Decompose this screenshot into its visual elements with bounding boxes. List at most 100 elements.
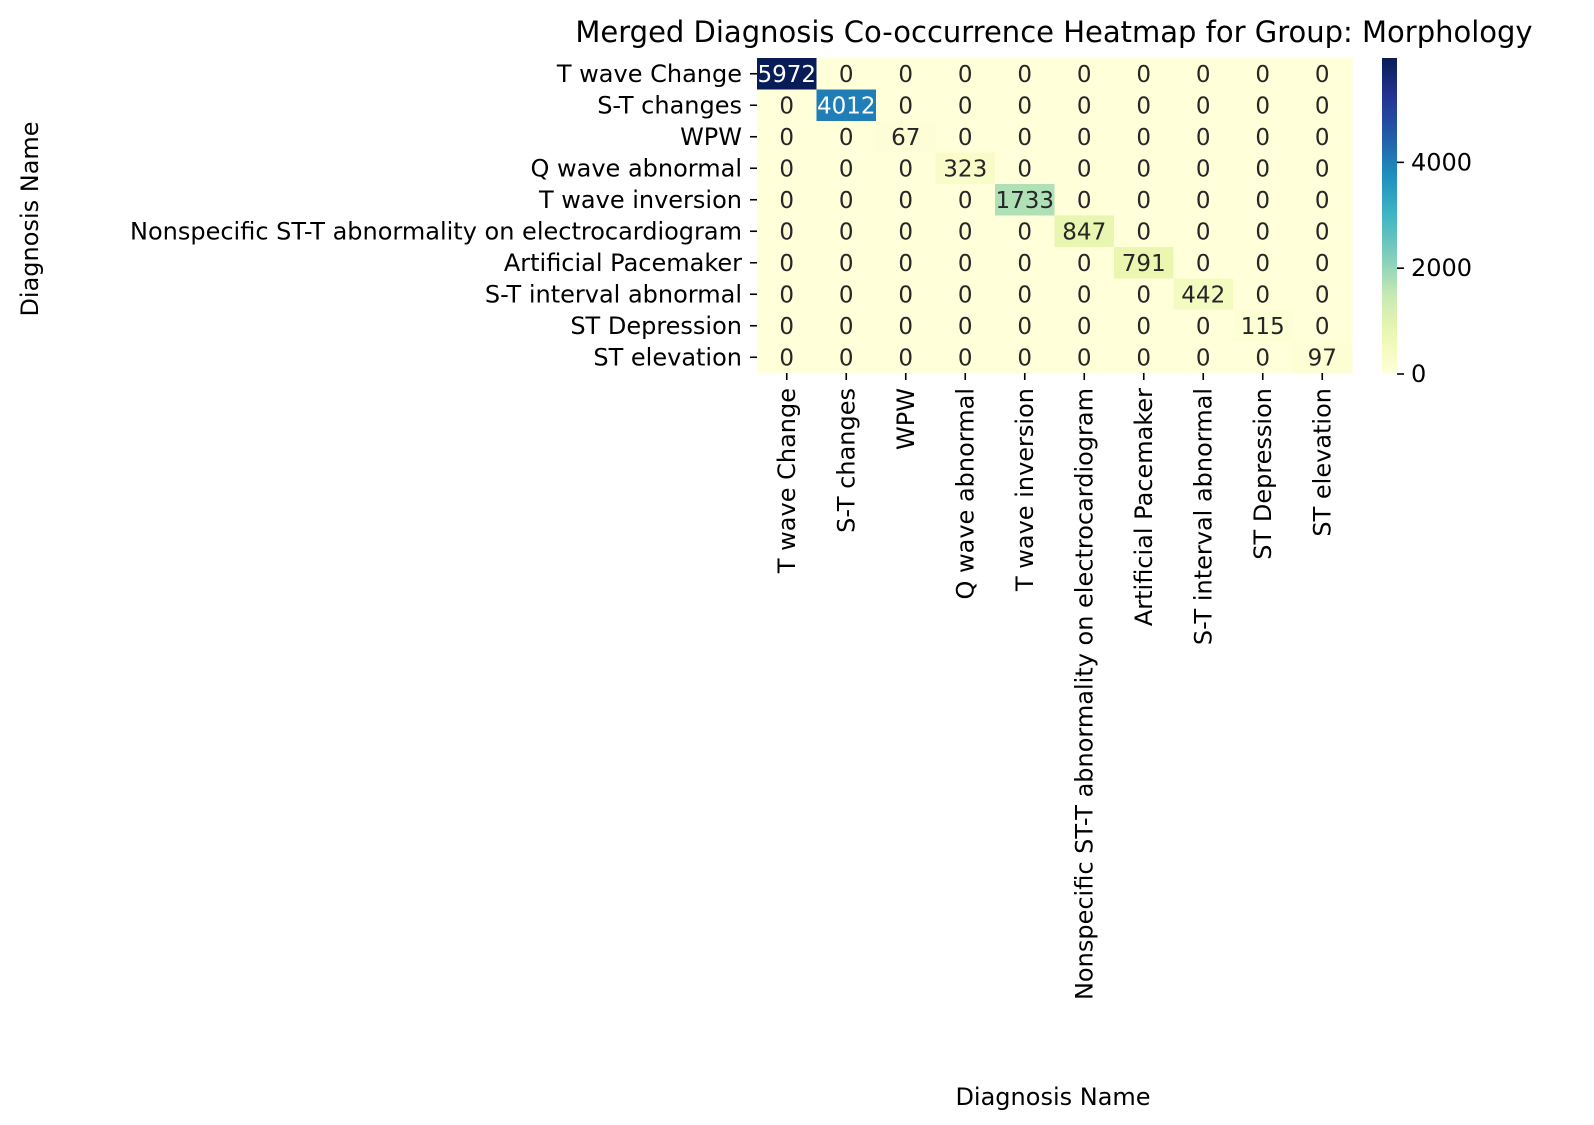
heatmap-cell: [1114, 152, 1175, 185]
heatmap-cell: [816, 278, 877, 311]
cell-value-label: 0: [839, 125, 854, 151]
heatmap-cell: [1292, 58, 1353, 91]
cell-value-label: 67: [891, 125, 920, 151]
cell-value-label: 0: [1255, 219, 1270, 245]
heatmap-cell: [995, 310, 1056, 343]
y-tick-label: Nonspecific ST-T abnormality on electroc…: [130, 217, 742, 245]
cell-value-label: 0: [1017, 345, 1032, 371]
heatmap-cell: [1292, 341, 1353, 374]
cell-value-label: 0: [1017, 125, 1032, 151]
x-tick-label: ST Depression: [1249, 388, 1277, 560]
y-tick-label: Q wave abnormal: [531, 154, 743, 182]
heatmap-cell: [1173, 121, 1234, 154]
cell-value-label: 97: [1308, 345, 1337, 371]
heatmap-cell: [995, 215, 1056, 248]
heatmap-cell: [1114, 215, 1175, 248]
heatmap-cell: [1292, 152, 1353, 185]
heatmap-cell: [1233, 341, 1294, 374]
heatmap-cell: [1292, 121, 1353, 154]
heatmap-cell: [816, 341, 877, 374]
cell-value-label: 0: [1255, 188, 1270, 214]
heatmap-cell: [1173, 247, 1234, 280]
cell-value-label: 0: [779, 345, 794, 371]
cell-value-label: 0: [839, 219, 854, 245]
heatmap-cell: [1292, 247, 1353, 280]
heatmap-cell: [935, 89, 996, 122]
heatmap-cell: [935, 58, 996, 91]
x-tick-label: S-T changes: [832, 388, 860, 533]
heatmap-cell: [935, 184, 996, 217]
cell-value-label: 0: [1196, 188, 1211, 214]
x-tick-label: Artificial Pacemaker: [1130, 388, 1158, 626]
cell-value-label: 0: [1255, 125, 1270, 151]
heatmap-cell: [1114, 121, 1175, 154]
cell-value-label: 0: [1077, 156, 1092, 182]
y-tick-label: ST Depression: [570, 312, 742, 340]
cell-value-label: 0: [1077, 251, 1092, 277]
heatmap-cell: [1292, 215, 1353, 248]
heatmap-cell: [1054, 58, 1115, 91]
heatmap-cell: [995, 152, 1056, 185]
x-tick-label: Q wave abnormal: [951, 388, 979, 600]
cell-value-label: 0: [839, 156, 854, 182]
cell-value-label: 0: [1077, 93, 1092, 119]
heatmap-cell: [1054, 215, 1115, 248]
heatmap-cell: [995, 278, 1056, 311]
heatmap-cell: [1114, 89, 1175, 122]
colorbar-tick-label: 4000: [1411, 148, 1472, 176]
cell-value-label: 0: [958, 251, 973, 277]
heatmap-cell: [816, 152, 877, 185]
heatmap-cell: [757, 58, 818, 91]
heatmap-cell: [816, 215, 877, 248]
cell-value-label: 4012: [817, 93, 876, 119]
cell-value-label: 0: [1077, 282, 1092, 308]
x-tick-label: T wave Change: [773, 388, 801, 574]
cell-value-label: 0: [958, 345, 973, 371]
heatmap-cell: [816, 121, 877, 154]
heatmap-cell: [1114, 247, 1175, 280]
cell-value-label: 0: [1255, 156, 1270, 182]
heatmap-cell: [995, 341, 1056, 374]
cell-value-label: 0: [1196, 219, 1211, 245]
cell-value-label: 0: [1077, 314, 1092, 340]
cell-value-label: 0: [1017, 156, 1032, 182]
heatmap-cell: [816, 89, 877, 122]
cell-value-label: 0: [1136, 314, 1151, 340]
x-tick-label: Nonspecific ST-T abnormality on electroc…: [1070, 388, 1098, 1000]
cell-value-label: 0: [898, 219, 913, 245]
heatmap-cell: [1054, 247, 1115, 280]
heatmap-cell: [1054, 152, 1115, 185]
cell-value-label: 0: [1315, 314, 1330, 340]
cell-value-label: 0: [1017, 314, 1032, 340]
heatmap-cell: [876, 121, 937, 154]
cell-value-label: 0: [1315, 93, 1330, 119]
heatmap-cell: [1054, 89, 1115, 122]
heatmap-cell: [935, 215, 996, 248]
cell-value-label: 0: [1196, 156, 1211, 182]
heatmap-cell: [757, 152, 818, 185]
cell-value-label: 0: [839, 188, 854, 214]
y-tick-label: T wave Change: [556, 60, 742, 88]
y-tick-label: S-T interval abnormal: [485, 280, 742, 308]
heatmap-cell: [995, 121, 1056, 154]
heatmap-cell: [1173, 341, 1234, 374]
cell-value-label: 0: [1196, 314, 1211, 340]
cell-value-label: 791: [1122, 251, 1166, 277]
heatmap-cell: [1292, 184, 1353, 217]
cell-value-label: 0: [1077, 62, 1092, 88]
heatmap-cell: [1054, 184, 1115, 217]
heatmap-cell: [876, 278, 937, 311]
heatmap-cell: [1292, 310, 1353, 343]
heatmap-cell: [935, 121, 996, 154]
cell-value-label: 0: [839, 345, 854, 371]
cell-value-label: 0: [1196, 345, 1211, 371]
cell-value-label: 0: [1136, 188, 1151, 214]
cell-value-label: 0: [958, 282, 973, 308]
heatmap-cell: [1292, 278, 1353, 311]
cell-value-label: 0: [839, 251, 854, 277]
heatmap-cell: [1054, 278, 1115, 311]
heatmap-cell: [876, 152, 937, 185]
cell-value-label: 0: [1315, 219, 1330, 245]
heatmap-cell: [876, 89, 937, 122]
heatmap-cell: [876, 310, 937, 343]
